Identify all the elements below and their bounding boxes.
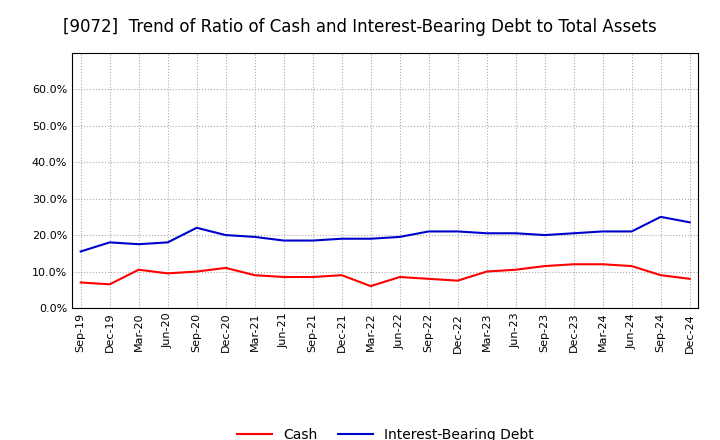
- Cash: [366, 283, 375, 289]
- Line: Interest-Bearing Debt: Interest-Bearing Debt: [81, 217, 690, 252]
- Cash: [482, 269, 491, 274]
- Interest-Bearing Debt: [541, 232, 549, 238]
- Interest-Bearing Debt: [338, 236, 346, 242]
- Cash: [685, 276, 694, 282]
- Cash: [424, 276, 433, 282]
- Cash: [541, 264, 549, 269]
- Legend: Cash, Interest-Bearing Debt: Cash, Interest-Bearing Debt: [231, 422, 539, 440]
- Interest-Bearing Debt: [454, 229, 462, 234]
- Interest-Bearing Debt: [251, 234, 259, 239]
- Cash: [454, 278, 462, 283]
- Text: [9072]  Trend of Ratio of Cash and Interest-Bearing Debt to Total Assets: [9072] Trend of Ratio of Cash and Intere…: [63, 18, 657, 36]
- Cash: [627, 264, 636, 269]
- Cash: [192, 269, 201, 274]
- Interest-Bearing Debt: [163, 240, 172, 245]
- Cash: [251, 272, 259, 278]
- Interest-Bearing Debt: [366, 236, 375, 242]
- Cash: [279, 275, 288, 280]
- Interest-Bearing Debt: [511, 231, 520, 236]
- Cash: [221, 265, 230, 271]
- Cash: [570, 262, 578, 267]
- Cash: [511, 267, 520, 272]
- Interest-Bearing Debt: [221, 232, 230, 238]
- Cash: [657, 272, 665, 278]
- Cash: [395, 275, 404, 280]
- Interest-Bearing Debt: [308, 238, 317, 243]
- Interest-Bearing Debt: [279, 238, 288, 243]
- Line: Cash: Cash: [81, 264, 690, 286]
- Cash: [598, 262, 607, 267]
- Interest-Bearing Debt: [76, 249, 85, 254]
- Interest-Bearing Debt: [482, 231, 491, 236]
- Cash: [338, 272, 346, 278]
- Cash: [105, 282, 114, 287]
- Cash: [135, 267, 143, 272]
- Interest-Bearing Debt: [192, 225, 201, 231]
- Interest-Bearing Debt: [627, 229, 636, 234]
- Interest-Bearing Debt: [685, 220, 694, 225]
- Interest-Bearing Debt: [657, 214, 665, 220]
- Interest-Bearing Debt: [135, 242, 143, 247]
- Interest-Bearing Debt: [395, 234, 404, 239]
- Interest-Bearing Debt: [570, 231, 578, 236]
- Cash: [308, 275, 317, 280]
- Interest-Bearing Debt: [105, 240, 114, 245]
- Cash: [163, 271, 172, 276]
- Interest-Bearing Debt: [598, 229, 607, 234]
- Interest-Bearing Debt: [424, 229, 433, 234]
- Cash: [76, 280, 85, 285]
